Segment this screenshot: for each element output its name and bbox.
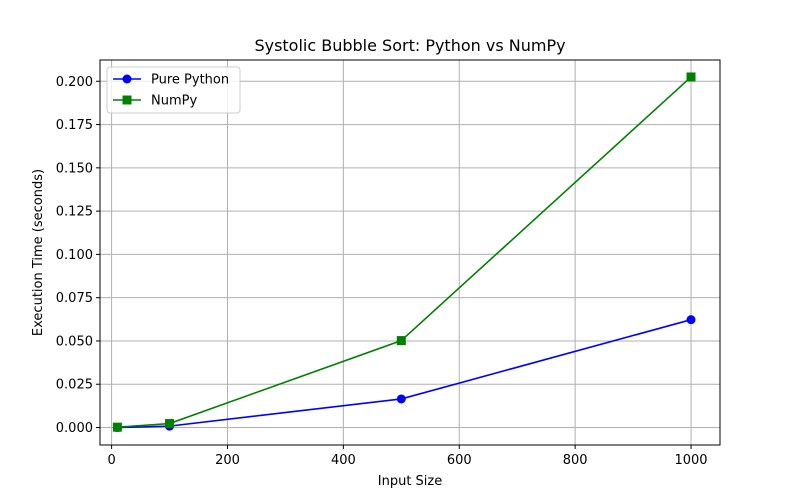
data-point: [112, 422, 122, 432]
series-line: [117, 76, 692, 428]
x-tick-label: 1000: [674, 453, 707, 468]
y-tick-label: 0.150: [56, 161, 93, 176]
legend-item: NumPy: [113, 94, 197, 109]
legend: Pure Python NumPy: [106, 66, 241, 114]
y-tick-label: 0.175: [56, 118, 93, 133]
data-point: [686, 72, 696, 82]
chart-title: Systolic Bubble Sort: Python vs NumPy: [254, 36, 565, 55]
legend-label: Pure Python: [151, 73, 229, 88]
y-tick-label: 0.025: [56, 378, 93, 393]
data-point: [396, 336, 406, 346]
data-point: [122, 95, 132, 105]
series-numpy: [112, 72, 696, 432]
x-axis-label: Input Size: [378, 474, 442, 489]
y-tick-label: 0.100: [56, 248, 93, 263]
x-tick-label: 800: [563, 453, 588, 468]
series-pure-python: [112, 315, 696, 433]
y-axis: 0.000 0.025 0.050 0.075 0.100 0.125 0.150 0.175…: [56, 75, 100, 436]
plot-frame: [99, 59, 721, 446]
y-tick-label: 0.125: [56, 205, 93, 220]
legend-label: NumPy: [151, 94, 197, 109]
y-axis-label: Execution Time (seconds): [31, 169, 46, 336]
data-point: [396, 394, 406, 404]
y-tick-label: 0.075: [56, 291, 93, 306]
x-tick-label: 200: [215, 453, 240, 468]
data-point: [122, 74, 132, 84]
data-point: [686, 315, 696, 325]
data-point: [165, 419, 175, 429]
grid: [100, 60, 720, 445]
y-tick-label: 0.050: [56, 334, 93, 349]
series-line: [117, 318, 692, 429]
series-layer: [112, 72, 696, 433]
y-tick-label: 0.000: [56, 421, 93, 436]
x-tick-label: 400: [331, 453, 356, 468]
x-axis: 0 200 400 600 800 1000: [107, 445, 708, 468]
legend-item: Pure Python: [113, 73, 229, 88]
y-tick-label: 0.200: [56, 75, 93, 90]
x-tick-label: 600: [447, 453, 472, 468]
x-tick-label: 0: [107, 453, 115, 468]
